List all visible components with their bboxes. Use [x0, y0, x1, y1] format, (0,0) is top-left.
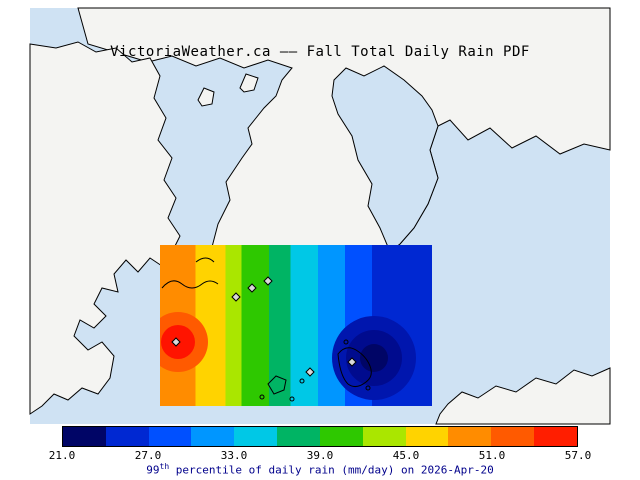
landmass-southeast — [435, 367, 611, 425]
rain-contour-field — [160, 245, 432, 406]
station-marker — [347, 357, 357, 367]
colorbar-segment — [63, 427, 106, 446]
colorbar-segment — [405, 427, 449, 446]
map-canvas — [29, 7, 611, 425]
colorbar-ticks: 21.0 27.0 33.0 39.0 45.0 51.0 57.0 — [49, 449, 592, 462]
colorbar-segment — [319, 427, 363, 446]
station-marker — [263, 276, 273, 286]
colorbar-segment — [191, 427, 235, 446]
colorbar-caption: 99th percentile of daily rain (mm/day) o… — [0, 462, 640, 477]
field-hotspot-ring — [360, 344, 388, 372]
caption-rest: percentile of daily rain (mm/day) on 202… — [169, 463, 494, 477]
caption-superscript: th — [159, 462, 170, 471]
station-marker — [171, 337, 181, 347]
colorbar-segment — [534, 427, 577, 446]
colorbar-tick-label: 45.0 — [392, 449, 420, 462]
landmass-west — [29, 41, 181, 415]
caption-prefix: 99 — [146, 463, 160, 477]
colorbar-tick-label: 33.0 — [220, 449, 248, 462]
landmass-north — [77, 7, 611, 248]
figure-title: VictoriaWeather.ca —— Fall Total Daily R… — [110, 44, 530, 60]
colorbar-segment — [448, 427, 492, 446]
colorbar-segment — [491, 427, 535, 446]
station-markers — [171, 276, 357, 377]
bay-east — [331, 65, 439, 248]
colorbar — [62, 426, 578, 447]
colorbar-tick-label: 39.0 — [306, 449, 334, 462]
colorbar-tick-label: 51.0 — [478, 449, 506, 462]
colorbar-tick-label: 21.0 — [48, 449, 76, 462]
colorbar-segment — [148, 427, 192, 446]
coastline-detail — [161, 257, 372, 402]
colorbar-tick-label: 57.0 — [564, 449, 592, 462]
colorbar-segment — [277, 427, 320, 446]
colorbar-segment — [234, 427, 278, 446]
station-marker — [305, 367, 315, 377]
island — [239, 73, 259, 93]
station-marker — [247, 283, 257, 293]
colorbar-tick-label: 27.0 — [134, 449, 162, 462]
station-marker — [231, 292, 241, 302]
island — [197, 87, 215, 107]
colorbar-segment — [362, 427, 406, 446]
colorbar-segment — [105, 427, 149, 446]
